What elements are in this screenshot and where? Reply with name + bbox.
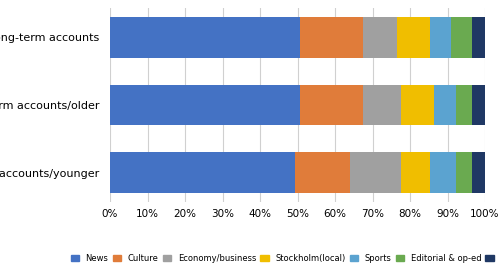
- Bar: [430, 17, 452, 58]
- Bar: [396, 17, 430, 58]
- Bar: [110, 17, 300, 58]
- Bar: [456, 85, 472, 125]
- Bar: [400, 152, 430, 193]
- Bar: [300, 17, 363, 58]
- Bar: [363, 17, 396, 58]
- Bar: [300, 85, 363, 125]
- Bar: [472, 17, 485, 58]
- Bar: [363, 85, 401, 125]
- Bar: [110, 152, 296, 193]
- Bar: [296, 152, 350, 193]
- Bar: [472, 152, 485, 193]
- Legend: News, Culture, Economy/business, Stockholm(local), Sports, Editorial & op-ed, Ot: News, Culture, Economy/business, Stockho…: [70, 254, 500, 263]
- Bar: [400, 85, 434, 125]
- Bar: [452, 17, 472, 58]
- Bar: [110, 85, 300, 125]
- Bar: [434, 85, 456, 125]
- Bar: [472, 85, 485, 125]
- Bar: [430, 152, 456, 193]
- Bar: [456, 152, 472, 193]
- Bar: [350, 152, 401, 193]
